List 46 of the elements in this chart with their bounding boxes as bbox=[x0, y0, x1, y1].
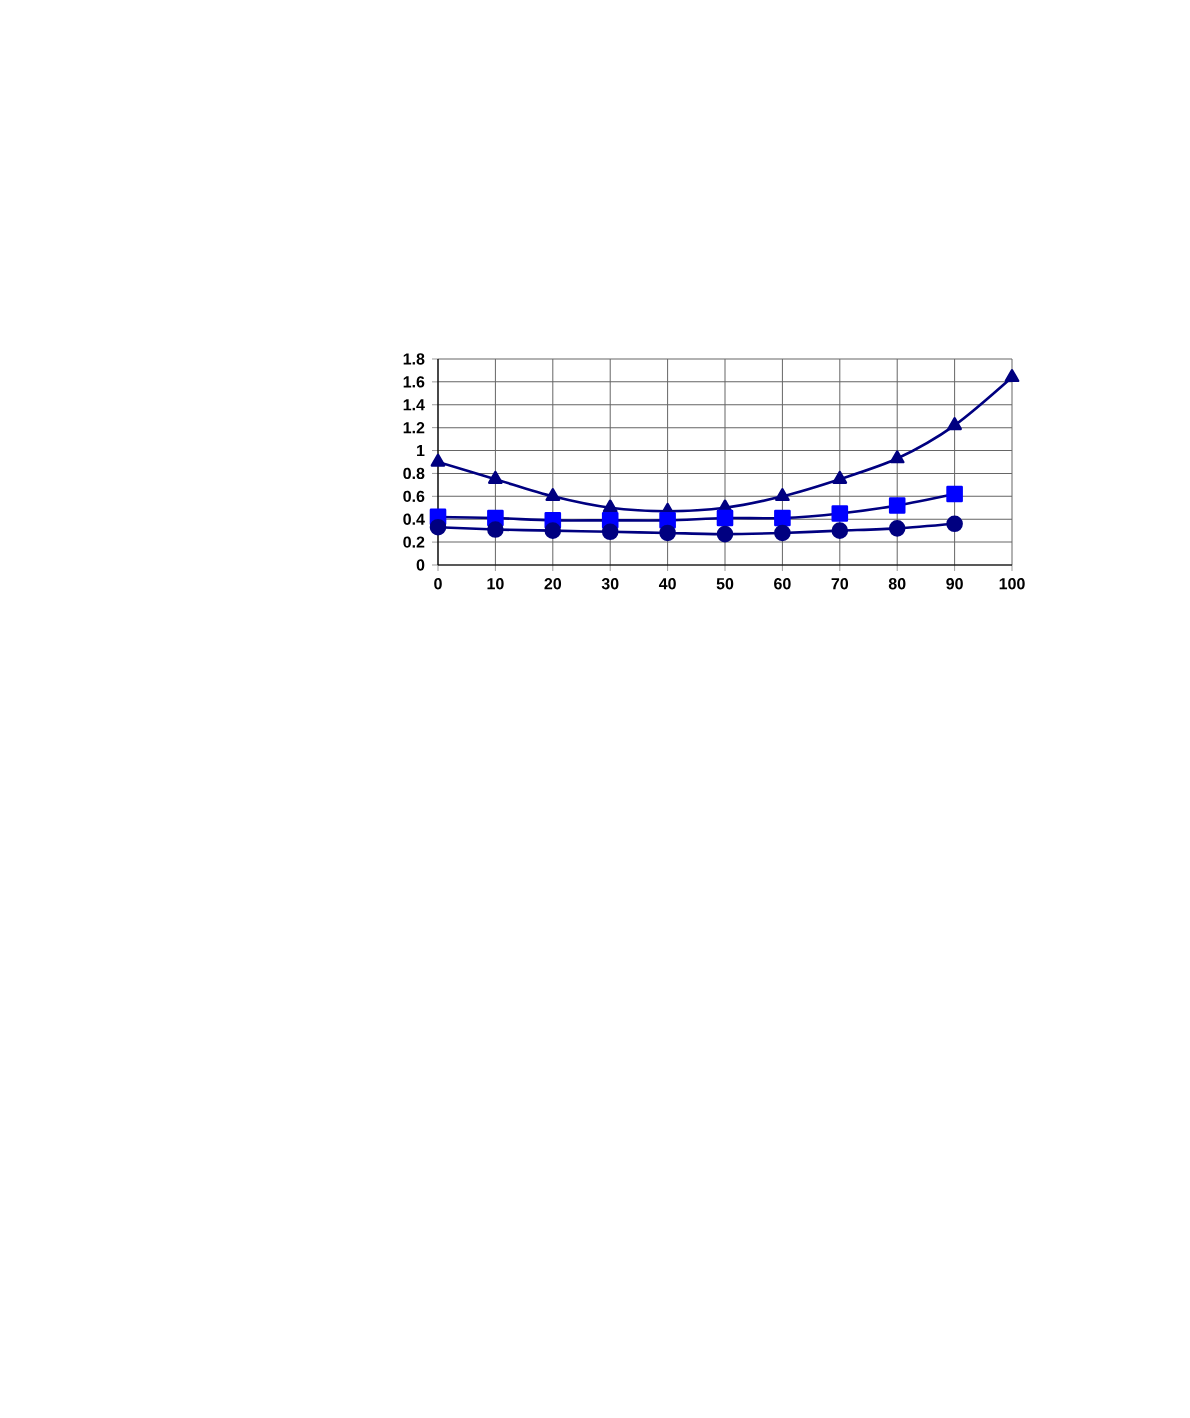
x-tick-label: 60 bbox=[774, 578, 791, 590]
y-tick-label: 1.8 bbox=[403, 353, 425, 365]
point bbox=[429, 518, 447, 536]
point bbox=[774, 524, 791, 542]
y-tick-label: 0 bbox=[416, 559, 425, 571]
point bbox=[544, 522, 562, 539]
x-tick-label: 10 bbox=[487, 578, 504, 590]
point bbox=[889, 450, 905, 464]
point bbox=[888, 497, 906, 514]
point bbox=[487, 521, 504, 538]
y-tick-label: 1.4 bbox=[403, 399, 425, 411]
point bbox=[602, 499, 618, 513]
point bbox=[775, 488, 790, 502]
point bbox=[659, 524, 676, 542]
x-tick-label: 0 bbox=[434, 578, 442, 590]
y-tick-label: 1.2 bbox=[403, 422, 425, 434]
x-tick-label: 70 bbox=[831, 578, 849, 590]
point bbox=[946, 485, 963, 503]
point bbox=[488, 470, 503, 484]
point bbox=[832, 470, 848, 484]
point bbox=[545, 488, 561, 502]
x-tick-label: 40 bbox=[658, 578, 676, 590]
point bbox=[716, 509, 734, 527]
y-tick-label: 0.2 bbox=[403, 536, 425, 548]
point bbox=[831, 505, 849, 522]
point bbox=[430, 453, 446, 467]
point bbox=[946, 515, 963, 533]
x-tick-label: 50 bbox=[716, 578, 734, 590]
point bbox=[831, 522, 849, 539]
point bbox=[774, 509, 791, 527]
point bbox=[888, 520, 906, 537]
x-tick-label: 20 bbox=[544, 578, 562, 590]
y-tick-label: 0.4 bbox=[403, 513, 425, 525]
y-tick-label: 1 bbox=[417, 445, 425, 457]
y-tick-label: 1.6 bbox=[403, 376, 425, 388]
point bbox=[1004, 369, 1020, 383]
y-tick-label: 0.6 bbox=[403, 490, 425, 502]
point bbox=[659, 512, 676, 529]
x-tick-label: 30 bbox=[601, 578, 619, 590]
point bbox=[601, 523, 619, 541]
point bbox=[716, 525, 734, 543]
x-tick-label: 80 bbox=[888, 578, 906, 590]
point bbox=[947, 417, 962, 431]
y-tick-label: 0.8 bbox=[403, 467, 425, 480]
x-tick-label: 90 bbox=[946, 578, 963, 590]
x-tick-label: 100 bbox=[999, 578, 1025, 590]
